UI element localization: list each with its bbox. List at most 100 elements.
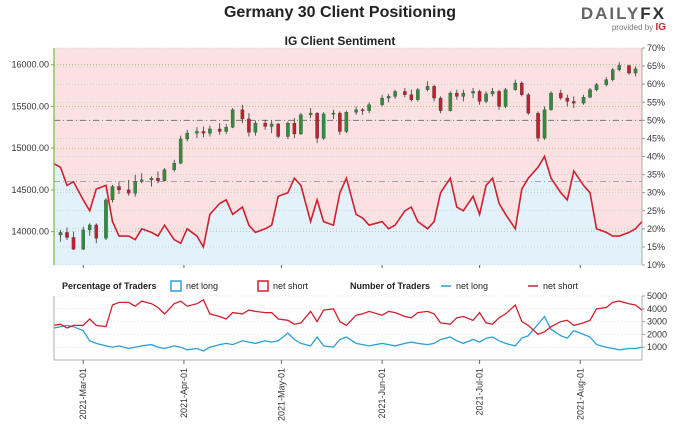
left-tick-label: 15000.00 — [11, 143, 49, 153]
main-plot-axes: 14000.00 14500.00 15000.00 15500.00 16000.00… — [11, 43, 665, 270]
candle-body — [581, 97, 586, 104]
logo-provider: provided by IG — [581, 22, 666, 33]
candle-body — [299, 114, 303, 135]
candle-body — [588, 89, 592, 98]
candle-body — [253, 122, 258, 133]
x-tick-label: 2021-May-01 — [276, 368, 286, 421]
sub-right-tick-label: 3000 — [647, 317, 667, 327]
candle-body — [386, 96, 391, 99]
right-tick-label: 15% — [647, 242, 665, 252]
candle-body — [520, 82, 524, 95]
sub-right-tick-label: 4000 — [647, 304, 667, 314]
logo-accent: FX — [640, 4, 666, 23]
trader-count-lines — [53, 298, 643, 352]
candle-body — [139, 179, 144, 182]
candle-body — [344, 112, 349, 132]
candle-body — [549, 92, 553, 110]
chart-subtitle: IG Client Sentiment — [284, 34, 396, 48]
right-tick-label: 70% — [647, 43, 665, 53]
net-long-count-line — [53, 315, 643, 352]
x-tick-label: 2021-Jul-01 — [475, 368, 485, 416]
sub-plot-grid — [54, 295, 642, 360]
candle-body — [308, 112, 313, 115]
candle-body — [65, 232, 69, 238]
legend-pct-long-swatch — [170, 280, 182, 292]
candle-body — [604, 79, 609, 85]
candle-body — [71, 237, 76, 250]
net-short-pct-line — [53, 154, 643, 250]
candle-body — [110, 186, 115, 201]
sentiment-lines — [53, 154, 643, 250]
candle-body — [201, 131, 206, 134]
x-tick-label: 2021-Jun-01 — [377, 368, 387, 419]
legend-pct-title: Percentage of Traders — [62, 281, 157, 291]
candle-body — [380, 97, 384, 105]
candle-body — [409, 94, 414, 100]
left-tick-label: 16000.00 — [11, 60, 49, 70]
left-tick-label: 15500.00 — [11, 101, 49, 111]
x-tick-label: 2021-Mar-01 — [78, 368, 88, 420]
candle-body — [617, 65, 622, 70]
legend-pct-short-swatch — [257, 280, 269, 292]
x-tick-label: 2021-Apr-01 — [179, 368, 189, 418]
right-tick-label: 40% — [647, 152, 665, 162]
left-tick-label: 14500.00 — [11, 185, 49, 195]
legend-pct-short-label: net short — [273, 281, 309, 291]
candle-body — [286, 122, 290, 137]
candle-body — [331, 112, 336, 115]
candle-body — [58, 232, 63, 236]
candle-body — [230, 109, 235, 128]
candle-body — [185, 132, 189, 140]
x-axis: 2021-Mar-01 2021-Apr-01 2021-May-01 2021-Ju… — [78, 265, 585, 421]
candle-body — [572, 101, 576, 104]
candle-body — [247, 118, 251, 133]
legend-num-short-label: net short — [543, 281, 579, 291]
right-tick-label: 65% — [647, 61, 665, 71]
candle-body — [315, 112, 319, 139]
candle-body — [321, 113, 326, 139]
candle-body — [195, 131, 199, 134]
sub-right-tick-label: 2000 — [647, 329, 667, 339]
candle-body — [292, 122, 297, 135]
candle-body — [503, 89, 508, 107]
logo-provided-text: provided by — [611, 23, 654, 32]
candle-body — [471, 91, 475, 94]
candle-body — [117, 186, 121, 191]
candle-body — [149, 178, 154, 181]
candle-body — [461, 92, 466, 97]
candle-body — [224, 127, 228, 132]
sub-plot-background — [54, 296, 642, 360]
candle-body — [81, 229, 85, 250]
candle-body — [416, 89, 420, 100]
candle-body — [217, 128, 222, 132]
right-tick-label: 60% — [647, 79, 665, 89]
right-tick-label: 20% — [647, 224, 665, 234]
candle-body — [156, 178, 160, 181]
candle-body — [559, 92, 563, 99]
logo-text: DAILY — [580, 4, 641, 23]
right-tick-label: 10% — [647, 260, 665, 270]
right-tick-label: 50% — [647, 115, 665, 125]
x-tick-label: 2021-Aug-01 — [575, 368, 585, 420]
candle-body — [367, 104, 371, 111]
candle-body — [403, 91, 407, 95]
price-candles — [58, 62, 638, 250]
right-tick-label: 55% — [647, 97, 665, 107]
candle-body — [526, 94, 531, 114]
candle-body — [438, 97, 443, 111]
candle-body — [178, 138, 183, 164]
candle-body — [477, 91, 482, 102]
legend-pct-long-label: net long — [186, 281, 218, 291]
candle-body — [536, 112, 540, 139]
candle-body — [425, 86, 430, 90]
candle-body — [354, 109, 358, 113]
candle-body — [87, 224, 92, 231]
candle-body — [208, 128, 212, 134]
candle-body — [172, 163, 176, 171]
candle-body — [448, 92, 453, 111]
candle-body — [627, 65, 631, 74]
legend: Percentage of Traders net long net short… — [62, 280, 579, 292]
page-title: Germany 30 Client Positioning — [223, 4, 457, 21]
candle-body — [240, 109, 245, 120]
